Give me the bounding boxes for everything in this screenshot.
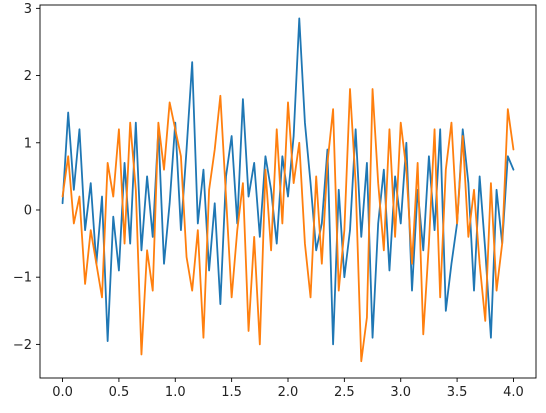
ticks-layer: 0.0 0.5 1.0 1.5 2.0 2.5 3.0 3.5 4.0 −2 −1 0 1 2 3 xyxy=(13,2,524,400)
y-tick-label: 2 xyxy=(24,69,32,84)
x-tick-label: 0.5 xyxy=(109,385,130,400)
x-tick-label: 0.0 xyxy=(52,385,73,400)
x-tick-label: 1.5 xyxy=(221,385,242,400)
x-tick-label: 3.0 xyxy=(390,385,411,400)
series-line-1 xyxy=(61,17,515,346)
x-tick-label: 3.5 xyxy=(447,385,468,400)
y-tick-label: 0 xyxy=(24,203,32,218)
y-tick-label: −1 xyxy=(13,271,32,286)
x-tick-label: 4.0 xyxy=(503,385,524,400)
x-tick-label: 2.0 xyxy=(278,385,299,400)
x-tick-label: 1.0 xyxy=(165,385,186,400)
y-tick-label: 3 xyxy=(24,2,32,17)
series-line-2 xyxy=(61,88,515,363)
x-tick-label: 2.5 xyxy=(334,385,355,400)
y-tick-label: −2 xyxy=(13,338,32,353)
y-tick-label: 1 xyxy=(24,136,32,151)
series-layer xyxy=(61,17,515,363)
